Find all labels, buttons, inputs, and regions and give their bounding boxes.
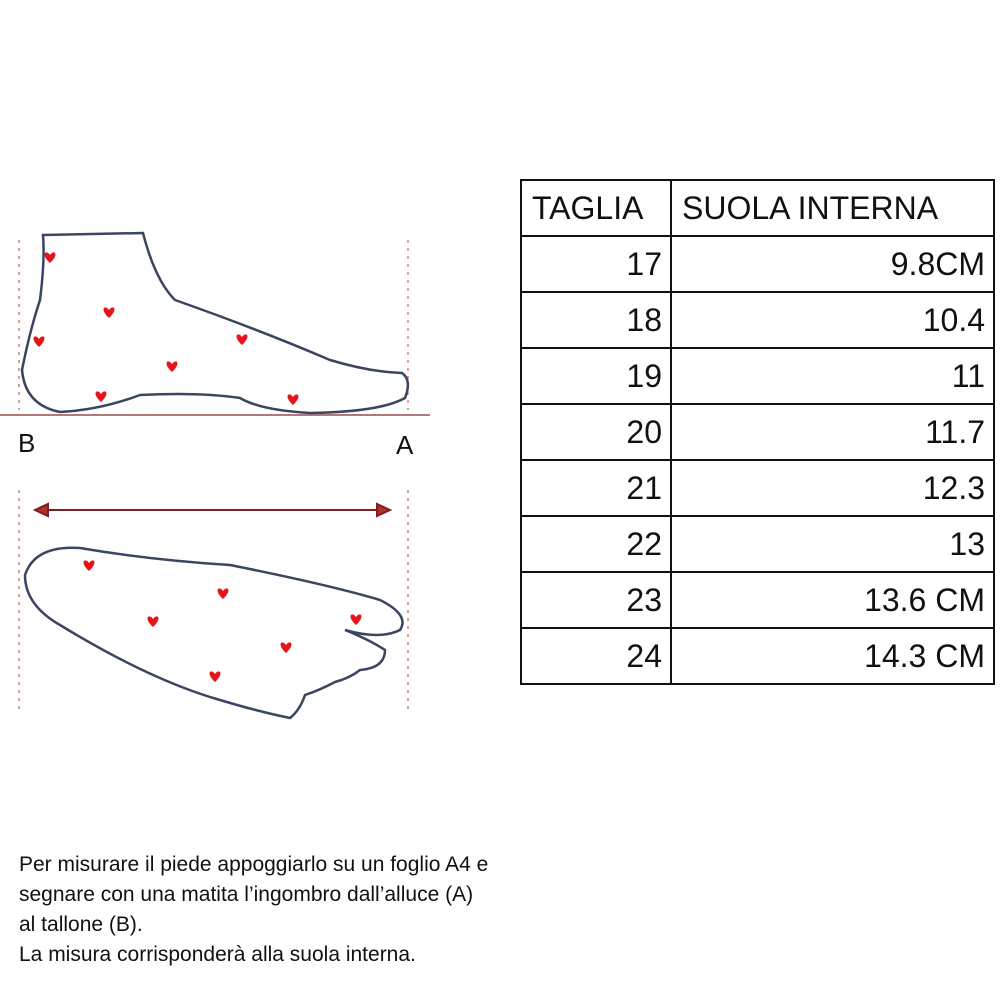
side-foot-outline [20, 231, 410, 415]
table-row: 21 12.3 [520, 459, 995, 517]
heart-icons [33, 252, 362, 682]
heart-icon [147, 616, 159, 627]
toe-label-a: A [396, 430, 414, 460]
foot-measurement-diagram [0, 231, 430, 720]
guide-lines [18, 240, 409, 710]
insole-cell: 12.3 [670, 459, 995, 517]
table-row: 18 10.4 [520, 291, 995, 349]
table-row: 19 11 [520, 347, 995, 405]
size-cell: 17 [520, 235, 672, 293]
heart-icon [350, 614, 362, 625]
size-cell: 24 [520, 627, 672, 685]
top-foot-outline [23, 546, 404, 720]
heart-icon [103, 307, 115, 318]
header-size: TAGLIA [520, 179, 672, 237]
heart-icon [280, 642, 292, 653]
heart-icon [209, 671, 221, 682]
size-cell: 21 [520, 459, 672, 517]
size-cell: 18 [520, 291, 672, 349]
insole-cell: 11.7 [670, 403, 995, 461]
heart-icon [166, 361, 178, 372]
table-row: 24 14.3 CM [520, 627, 995, 685]
heart-icon [95, 391, 107, 402]
insole-cell: 10.4 [670, 291, 995, 349]
insole-cell: 13 [670, 515, 995, 573]
size-cell: 19 [520, 347, 672, 405]
insole-cell: 11 [670, 347, 995, 405]
note-line: Per misurare il piede appoggiarlo su un … [19, 853, 489, 876]
heart-icon [83, 560, 95, 571]
table-row: 20 11.7 [520, 403, 995, 461]
size-table: TAGLIA SUOLA INTERNA 17 9.8CM 18 10.4 19 11… [520, 179, 995, 685]
heart-icon [287, 394, 299, 405]
header-insole: SUOLA INTERNA [670, 179, 995, 237]
table-row: 17 9.8CM [520, 235, 995, 293]
table-row: 23 13.6 CM [520, 571, 995, 629]
note-line: al tallone (B). [19, 913, 143, 936]
heart-icon [236, 334, 248, 345]
size-cell: 20 [520, 403, 672, 461]
note-line: segnare con una matita l’ingombro dall’a… [19, 883, 474, 906]
table-row: 22 13 [520, 515, 995, 573]
size-cell: 23 [520, 571, 672, 629]
insole-cell: 9.8CM [670, 235, 995, 293]
measurement-instructions: Per misurare il piede appoggiarlo su un … [19, 850, 488, 970]
insole-cell: 13.6 CM [670, 571, 995, 629]
heart-icon [44, 252, 56, 263]
note-line: La misura corrisponderà alla suola inter… [19, 943, 416, 966]
size-cell: 22 [520, 515, 672, 573]
measure-arrow [32, 502, 393, 518]
insole-cell: 14.3 CM [670, 627, 995, 685]
heart-icon [33, 336, 45, 347]
table-header-row: TAGLIA SUOLA INTERNA [520, 179, 995, 237]
heel-label-b: B [18, 428, 36, 458]
heart-icon [217, 588, 229, 599]
